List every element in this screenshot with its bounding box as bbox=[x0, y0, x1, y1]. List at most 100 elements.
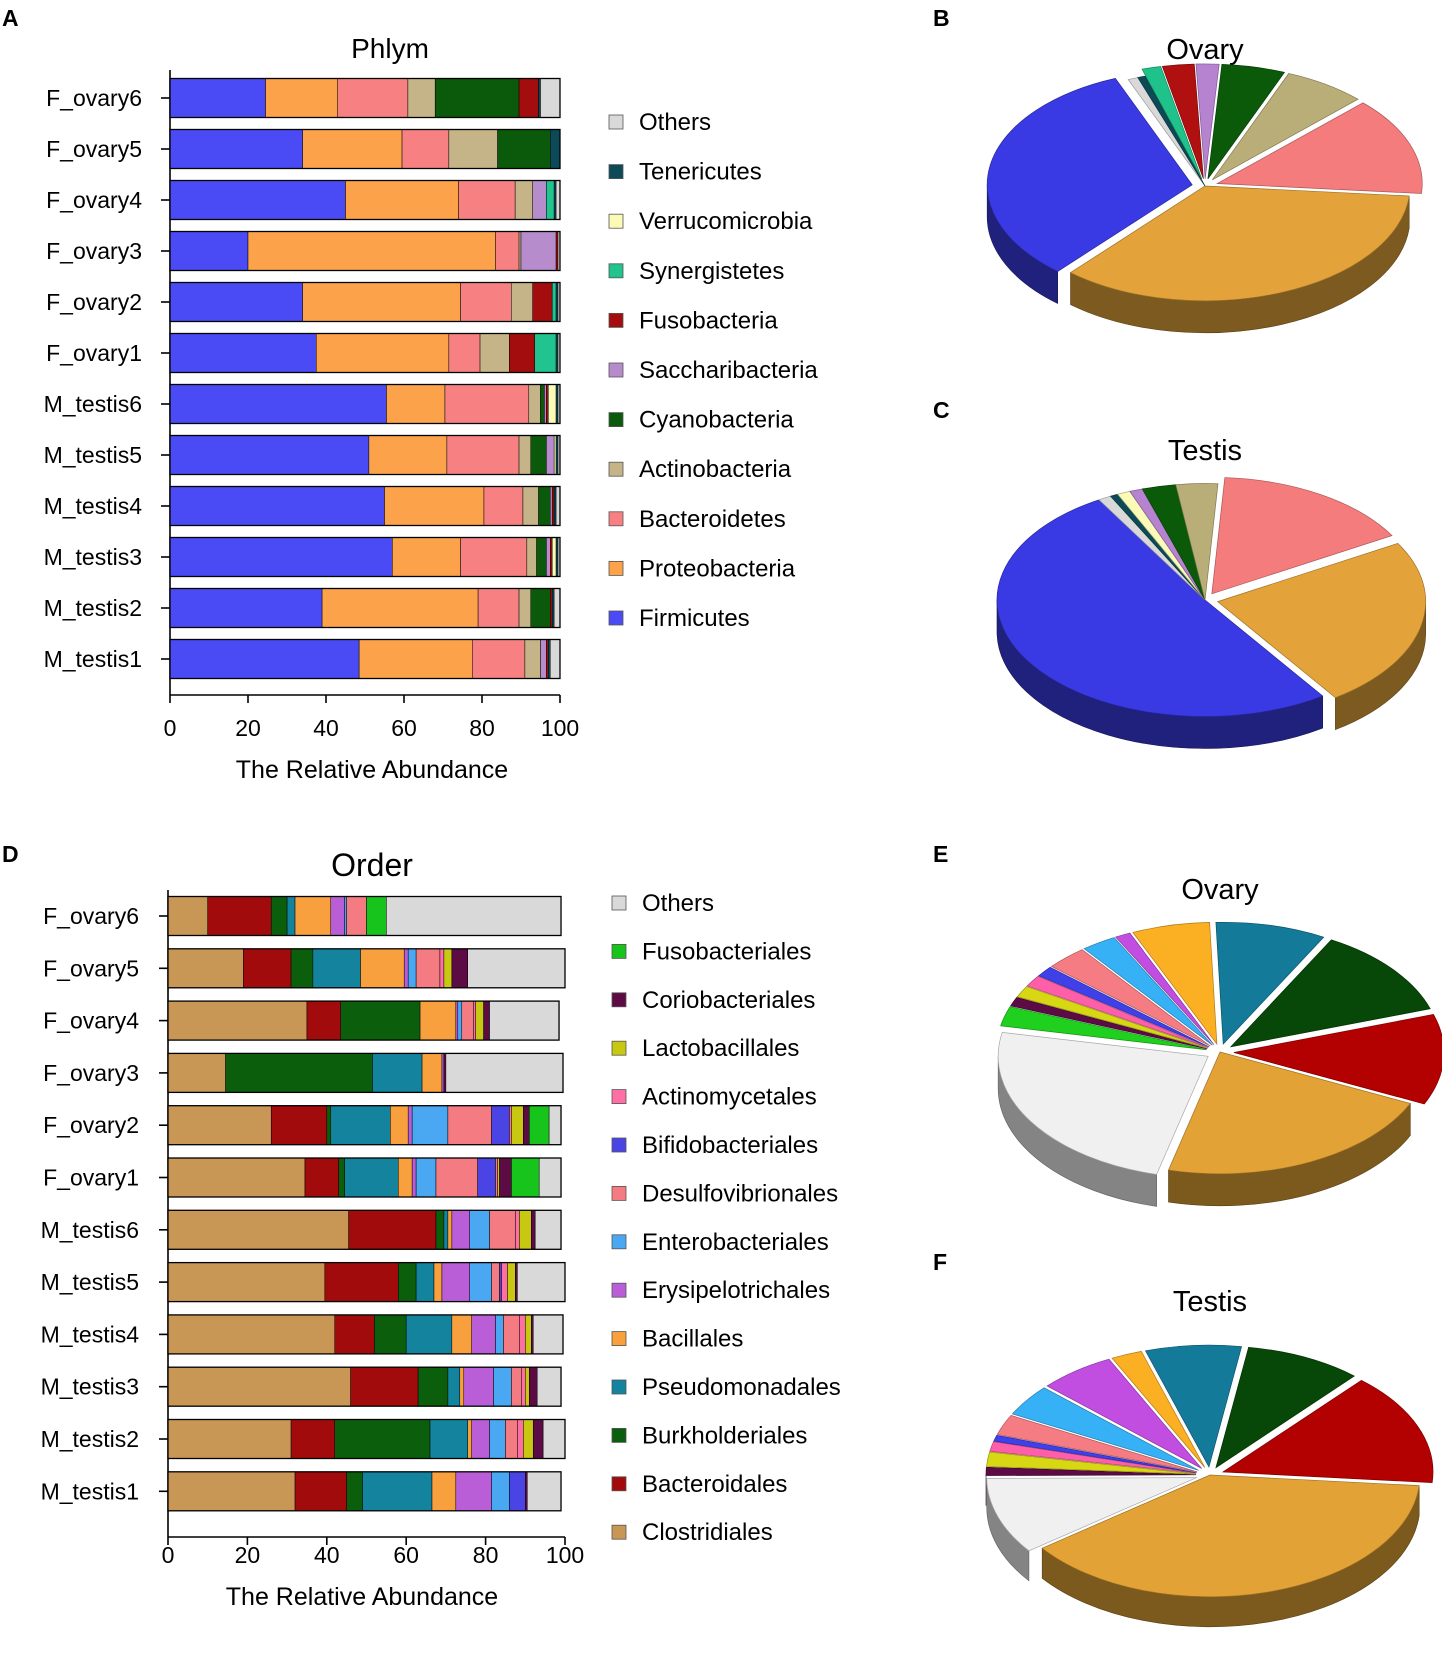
bar-segment-clostridiales bbox=[167, 1105, 272, 1145]
legend-swatch-bacteroidetes bbox=[608, 511, 624, 527]
bar-segment-fusobacteria bbox=[546, 639, 549, 679]
bar-segment-clostridiales bbox=[167, 1157, 306, 1198]
bar-segment-lactobacillales bbox=[475, 1000, 484, 1041]
legend-label-cyanobacteria: Cyanobacteria bbox=[639, 407, 794, 434]
phlym-bar-outline bbox=[169, 332, 561, 374]
bar-segment-firmicutes bbox=[169, 180, 346, 220]
bar-segment-bifidobacteriales bbox=[499, 1262, 502, 1302]
bar-segment-desulfovibrionales bbox=[491, 1262, 500, 1302]
phlym-bar-outline bbox=[169, 281, 561, 323]
pie-slice-erysipelotrichales bbox=[1114, 932, 1215, 1045]
bar-segment-enterobacteriales bbox=[469, 1210, 490, 1250]
pie-slice-bacteroidales bbox=[1221, 1379, 1434, 1483]
testis-c-pie-tops bbox=[996, 477, 1427, 717]
order-category-label: M_testis5 bbox=[41, 1269, 139, 1295]
legend-swatch-bifidobacteriales bbox=[611, 1137, 627, 1153]
bar-segment-proteobacteria bbox=[384, 486, 485, 526]
bar-segment-pseudomonadales bbox=[443, 1210, 449, 1250]
order-category-label: M_testis6 bbox=[41, 1217, 139, 1243]
panel-letter-d: D bbox=[2, 841, 19, 867]
bar-segment-tenericutes bbox=[553, 180, 557, 220]
bar-segment-fusobacteria bbox=[551, 486, 555, 526]
bar-segment-clostridiales bbox=[167, 896, 208, 936]
bar-segment-proteobacteria bbox=[368, 435, 448, 475]
bar-segment-enterobacteriales bbox=[495, 1314, 504, 1355]
bar-segment-proteobacteria bbox=[302, 282, 461, 322]
bar-segment-firmicutes bbox=[169, 537, 393, 577]
bar-segment-cyanobacteria bbox=[530, 588, 551, 628]
bar-segment-erysipelotrichales bbox=[441, 1053, 445, 1093]
phlym-category-label: F_ovary4 bbox=[46, 187, 142, 213]
phlym-category-label: M_testis6 bbox=[44, 391, 142, 417]
legend-label-firmicutes: Firmicutes bbox=[639, 605, 750, 632]
pie-slice-enterobacteriales bbox=[1083, 937, 1213, 1046]
pie-slice-burkholderiales bbox=[1215, 1346, 1355, 1469]
bar-segment-actinomycetales bbox=[439, 948, 445, 989]
legend-swatch-verrucomicrobia bbox=[608, 213, 624, 229]
bar-segment-pseudomonadales bbox=[405, 1314, 453, 1355]
legend-label-desulfovibrionales: Desulfovibrionales bbox=[642, 1180, 838, 1207]
legend-swatch-tenericutes bbox=[608, 164, 624, 180]
ovary-e-pie-title: Ovary bbox=[1181, 874, 1259, 906]
bar-segment-verrucomicrobia bbox=[548, 384, 557, 424]
bar-segment-enterobacteriales bbox=[491, 1471, 510, 1512]
order-bar-outline bbox=[167, 1314, 564, 1355]
legend-label-fusobacteriales: Fusobacteriales bbox=[642, 938, 811, 965]
pie-slice-fusobacteria bbox=[1161, 63, 1204, 179]
bar-segment-saccharibacteria bbox=[550, 486, 553, 526]
bar-segment-bacillales bbox=[390, 1105, 409, 1145]
legend-label-verrucomicrobia: Verrucomicrobia bbox=[639, 208, 813, 235]
bar-segment-others bbox=[527, 1471, 562, 1512]
pie-slice-others bbox=[986, 1477, 1197, 1552]
bar-segment-coriobacteriales bbox=[532, 1419, 544, 1459]
bar-segment-bacteroidales bbox=[306, 1000, 341, 1041]
bar-segment-burkholderiales bbox=[435, 1210, 445, 1250]
pie-slice-lactobacillales bbox=[1016, 986, 1208, 1049]
legend-label-coriobacteriales: Coriobacteriales bbox=[642, 987, 815, 1014]
order-bar-outline bbox=[167, 895, 562, 937]
ovary-b-pie-tops bbox=[986, 63, 1423, 302]
bar-segment-lactobacillales bbox=[525, 1314, 532, 1355]
bar-segment-actinobacteria bbox=[479, 333, 510, 373]
bar-segment-bacillales bbox=[421, 1053, 443, 1093]
bar-segment-bacillales bbox=[419, 1000, 457, 1041]
bar-segment-erysipelotrichales bbox=[403, 948, 409, 989]
bar-segment-actinomycetales bbox=[519, 1314, 526, 1355]
legend-swatch-fusobacteriales bbox=[611, 944, 627, 959]
bar-segment-coriobacteriales bbox=[443, 1053, 447, 1093]
bar-segment-actinomycetales bbox=[521, 1366, 526, 1407]
bar-segment-pseudomonadales bbox=[330, 1105, 391, 1145]
phlym-bar-outline bbox=[169, 179, 561, 221]
legend-swatch-cyanobacteria bbox=[608, 412, 624, 428]
phlym-bar-outline bbox=[169, 230, 561, 272]
bar-segment-erysipelotrichales bbox=[471, 1419, 490, 1459]
bar-segment-cyanobacteria bbox=[536, 537, 547, 577]
phlym-x-tick-label: 80 bbox=[469, 715, 495, 741]
order-category-label: F_ovary1 bbox=[43, 1165, 139, 1191]
bar-segment-bacillales bbox=[451, 1314, 472, 1355]
bar-segment-clostridiales bbox=[167, 1210, 349, 1250]
bar-segment-saccharibacteria bbox=[546, 537, 551, 577]
bar-segment-tenericutes bbox=[548, 639, 551, 679]
bar-segment-coriobacteriales bbox=[529, 1366, 538, 1407]
order-bar-outline bbox=[167, 1000, 560, 1041]
order-x-tick-label: 80 bbox=[473, 1542, 499, 1568]
pie-slice-cyanobacteria bbox=[1207, 64, 1286, 180]
legend-swatch-pseudomonadales bbox=[611, 1379, 627, 1395]
phlym-bar-outline bbox=[169, 587, 561, 629]
pie-slice-coriobacteriales bbox=[985, 1466, 1197, 1476]
bar-segment-synergistetes bbox=[546, 180, 555, 220]
bar-segment-enterobacteriales bbox=[493, 1366, 512, 1407]
order-category-label: M_testis3 bbox=[41, 1374, 139, 1400]
bar-segment-lactobacillales bbox=[523, 1419, 534, 1459]
bar-segment-tenericutes bbox=[555, 384, 559, 424]
bar-segment-pseudomonadales bbox=[372, 1053, 423, 1093]
bar-segment-actinobacteria bbox=[407, 78, 436, 118]
bar-segment-desulfovibrionales bbox=[435, 1157, 478, 1198]
bar-segment-tenericutes bbox=[555, 282, 559, 322]
pie-slice-tenericutes bbox=[1137, 75, 1206, 187]
legend-label-actinobacteria: Actinobacteria bbox=[639, 456, 792, 483]
bar-segment-erysipelotrichales bbox=[455, 1471, 492, 1512]
bar-segment-actinobacteria bbox=[528, 384, 541, 424]
pie-slice-others bbox=[997, 1032, 1209, 1175]
